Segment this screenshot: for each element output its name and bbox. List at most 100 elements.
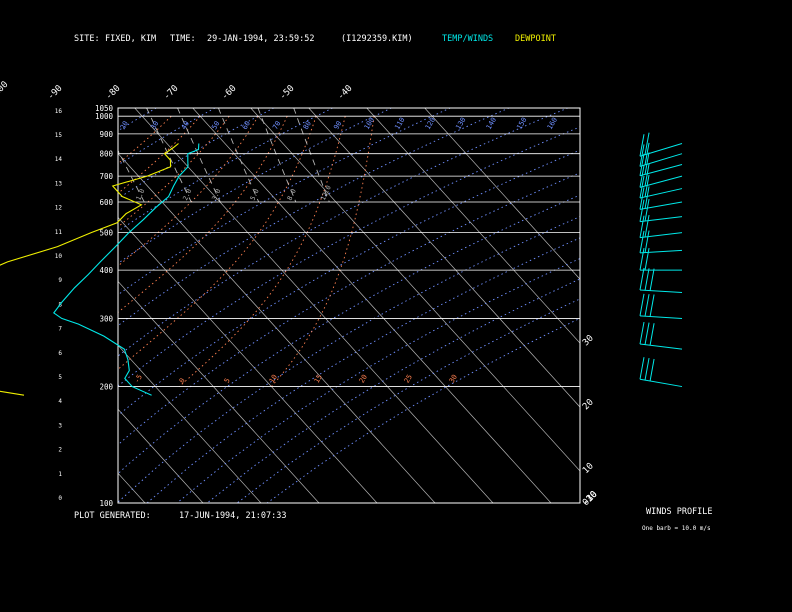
wind-barb-flag <box>639 165 645 188</box>
moist-adiabat-label: 15 <box>313 373 324 384</box>
height-tick-label: 3 <box>58 422 62 429</box>
isotherm <box>424 108 580 280</box>
isotherm <box>118 216 378 503</box>
pressure-tick-label: 600 <box>99 198 113 207</box>
height-tick-label: 0 <box>58 495 62 502</box>
time-label: TIME: <box>170 34 196 44</box>
wind-barb-flag <box>644 248 650 271</box>
file-id: (I1292359.KIM) <box>341 34 413 44</box>
winds-profile-legend: One barb = 10.0 m/s <box>642 525 711 532</box>
pressure-tick-label: 800 <box>99 150 113 159</box>
dry-adiabat <box>176 258 580 503</box>
pressure-tick-label: 700 <box>99 172 113 181</box>
wind-barb-flag <box>644 268 650 291</box>
wind-barb-shaft <box>639 164 683 177</box>
height-tick-label: 11 <box>55 229 63 236</box>
dry-adiabat <box>118 108 333 232</box>
pressure-tick-label: 1050 <box>95 104 114 113</box>
wind-barb-flag <box>644 358 650 381</box>
dry-adiabat <box>118 149 580 417</box>
winds-profile-title: WINDS PROFILE <box>646 507 713 517</box>
plot-generated-value: 17-JUN-1994, 21:07:33 <box>179 511 286 521</box>
dry-adiabat <box>118 172 580 446</box>
pressure-tick-label: 900 <box>99 130 113 139</box>
isotherm <box>118 152 436 503</box>
wind-barb-shaft <box>639 343 683 350</box>
dry-adiabat <box>206 278 580 503</box>
site-label: SITE: <box>74 34 100 44</box>
wind-barb-shaft <box>639 216 683 223</box>
wind-barb-flag <box>644 163 650 187</box>
height-tick-label: 7 <box>58 326 62 333</box>
dry-adiabat <box>118 108 510 327</box>
wind-barb-shaft <box>639 201 683 210</box>
mixing-ratio-line <box>146 108 192 203</box>
moist-adiabat-label: 20 <box>358 373 369 384</box>
isotherm <box>118 344 262 503</box>
height-tick-label: 10 <box>55 253 63 260</box>
wind-barb-flag <box>649 323 655 346</box>
height-tick-label: 9 <box>58 277 62 284</box>
temperature-line <box>53 143 200 396</box>
dry-adiabat-label: 80 <box>302 120 313 131</box>
wind-barb-shaft <box>639 188 683 199</box>
wind-barb-flag <box>644 322 650 345</box>
moist-adiabat-label: 25 <box>403 373 414 384</box>
wind-barb-flag <box>639 293 645 316</box>
mixing-ratio-line <box>257 108 297 203</box>
dewpoint-line <box>0 143 179 396</box>
isotherm-right-label: 0 <box>581 497 592 508</box>
mixing-ratio-line <box>217 108 260 203</box>
wind-barb-flag <box>639 267 645 291</box>
wind-barb-shaft <box>639 249 683 254</box>
pressure-tick-label: 500 <box>99 229 113 238</box>
isotherm <box>366 108 580 344</box>
isotherm <box>134 108 494 503</box>
isotherm <box>192 108 552 503</box>
wind-barb-flag <box>644 294 650 317</box>
height-tick-label: 1 <box>58 471 62 478</box>
wind-barb-shaft <box>639 315 683 319</box>
wind-barb-flag <box>639 187 645 210</box>
dry-adiabat <box>118 108 569 357</box>
height-tick-label: 6 <box>58 350 62 357</box>
moist-adiabat-label: 30 <box>448 373 459 384</box>
dry-adiabat-label: 20 <box>119 120 130 131</box>
isotherm <box>308 108 580 408</box>
mixing-ratio-line <box>293 108 330 203</box>
height-tick-label: 2 <box>58 447 62 454</box>
wind-barb-flag <box>644 214 650 238</box>
height-tick-label: 15 <box>55 132 63 139</box>
pressure-tick-label: 1000 <box>95 112 114 121</box>
dry-adiabat-label: 50 <box>210 120 221 131</box>
dry-adiabat-label: 90 <box>332 120 343 131</box>
wind-barb-flag <box>644 198 650 222</box>
moist-adiabat-label: -5 <box>133 373 144 384</box>
winds-profile <box>639 132 683 388</box>
wind-barb-flag <box>639 134 645 157</box>
dry-adiabat <box>118 194 580 475</box>
moist-adiabat <box>118 115 201 194</box>
wind-barb-flag <box>639 248 645 271</box>
profile-series <box>0 143 200 396</box>
moist-adiabat <box>178 116 346 387</box>
wind-barb-shaft <box>639 232 683 239</box>
diagram-grid: 0.10.20.51.02.03.05.08.012.0203040506070… <box>0 80 600 508</box>
dry-adiabat-label: 40 <box>180 120 191 131</box>
mixing-ratio-line <box>177 108 221 203</box>
time-value: 29-JAN-1994, 23:59:52 <box>207 34 314 44</box>
plot-area: 0.10.20.51.02.03.05.08.012.0203040506070… <box>118 108 580 503</box>
dry-adiabat-label: 60 <box>241 120 252 131</box>
wind-barb-shaft <box>639 289 683 294</box>
wind-barb-shaft <box>639 175 683 188</box>
moist-adiabat-label: 10 <box>268 373 279 384</box>
dry-adiabat <box>146 237 580 503</box>
moist-adiabat-label: 0 <box>178 377 187 385</box>
wind-barb-flag <box>639 153 645 176</box>
height-tick-label: 13 <box>55 180 63 187</box>
wind-barb-shaft <box>639 378 683 388</box>
dry-adiabat <box>118 126 580 387</box>
wind-barb-flag <box>649 294 655 317</box>
